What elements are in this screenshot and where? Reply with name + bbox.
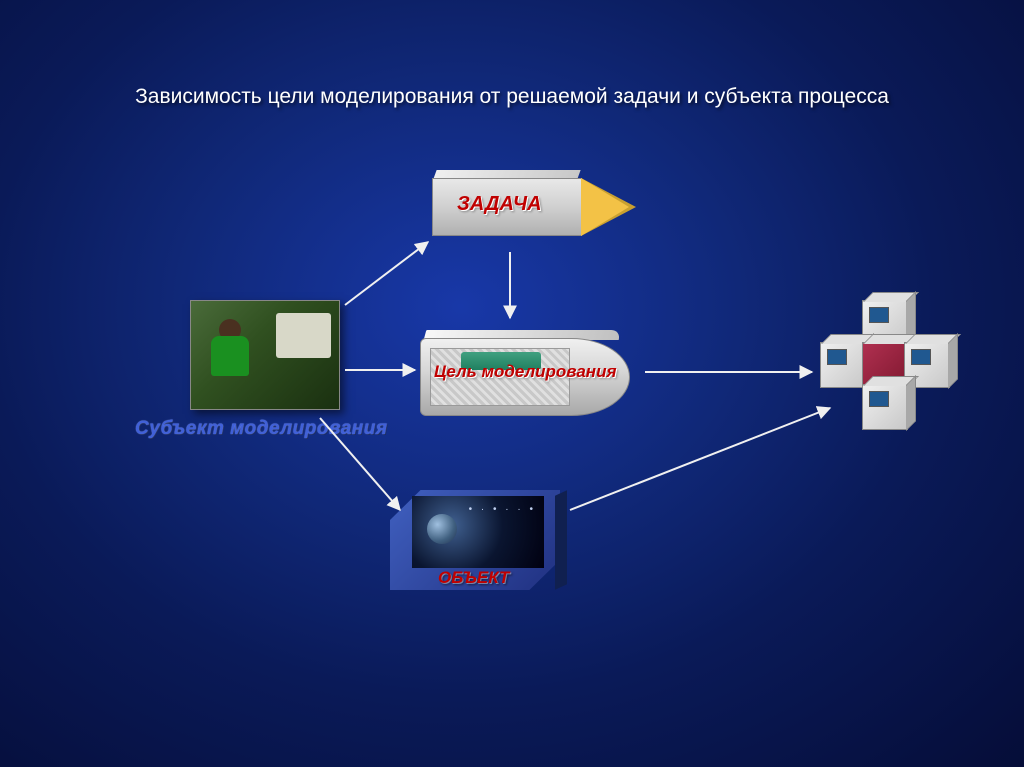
task-shape-tip-hl (581, 178, 629, 236)
object-label: ОБЪЕКТ (438, 568, 509, 588)
node-subject: Субъект моделирования (190, 300, 340, 410)
arrow-object-result (570, 408, 830, 510)
cube-bottom (862, 384, 908, 430)
subject-label: Субъект моделирования (135, 418, 415, 440)
subject-figure-icon (219, 319, 241, 341)
node-goal: Цель моделирования (420, 330, 640, 420)
task-label: ЗАДАЧА (457, 193, 542, 216)
subject-image (190, 300, 340, 410)
node-result (820, 300, 950, 430)
cube-left (820, 342, 866, 388)
goal-label: Цель моделирования (434, 362, 616, 382)
screen-icon (869, 307, 889, 323)
node-object: ОБЪЕКТ (390, 490, 570, 600)
arrow-subject-task (345, 242, 428, 305)
screen-icon (869, 391, 889, 407)
screen-icon (911, 349, 931, 365)
object-hex-side (555, 490, 567, 590)
node-task: ЗАДАЧА (432, 170, 642, 245)
object-space-image (412, 496, 544, 568)
slide-title: Зависимость цели моделирования от решаем… (0, 82, 1024, 111)
screen-icon (827, 349, 847, 365)
